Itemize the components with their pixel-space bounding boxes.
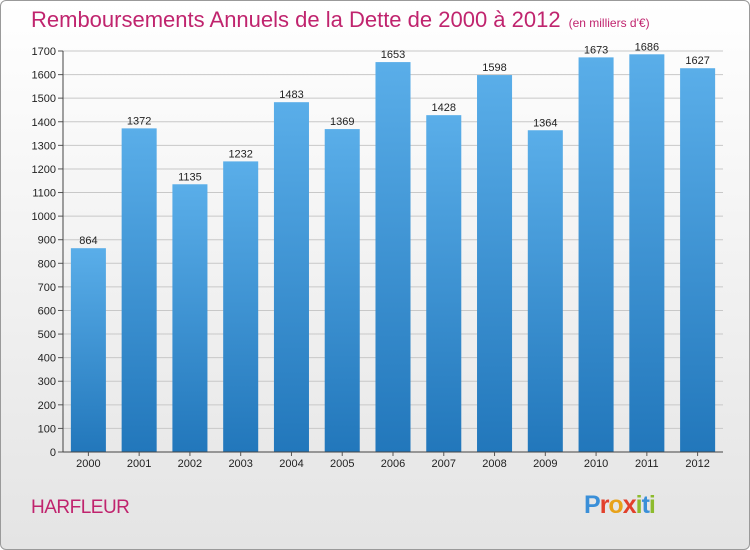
bar-2010	[578, 57, 614, 452]
x-tick-label: 2005	[330, 458, 354, 470]
y-tick-label: 100	[38, 423, 56, 435]
bar-2005	[324, 129, 360, 452]
bar-2004	[273, 102, 309, 453]
y-tick-label: 1100	[32, 188, 56, 200]
bar-2012	[680, 68, 716, 452]
bar-value-label: 1483	[279, 89, 303, 101]
chart-title: Remboursements Annuels de la Dette de 20…	[31, 7, 650, 33]
y-tick-label: 600	[38, 305, 56, 317]
x-tick-label: 2012	[685, 458, 709, 470]
chart-title-text: Remboursements Annuels de la Dette de 20…	[31, 7, 561, 32]
bar-2011	[629, 54, 665, 452]
y-tick-label: 1700	[32, 46, 56, 58]
y-tick-label: 900	[38, 235, 56, 247]
x-tick-label: 2008	[482, 458, 506, 470]
bar-value-label: 1369	[330, 116, 354, 128]
bar-2007	[426, 115, 462, 452]
x-tick-label: 2000	[76, 458, 100, 470]
logo-letter: i	[635, 491, 643, 519]
x-tick-label: 2002	[178, 458, 202, 470]
bar-2006	[375, 62, 411, 452]
bar-value-label: 1653	[381, 49, 405, 61]
y-tick-label: 300	[38, 376, 56, 388]
x-tick-label: 2011	[635, 458, 659, 470]
axis-layer: 0 100 200 300 400 500 600 700 800 900 1000 1100 1200…	[32, 46, 723, 470]
bar-2002	[172, 184, 208, 452]
y-tick-label: 1300	[32, 140, 56, 152]
y-tick-label: 800	[38, 258, 56, 270]
x-tick-label: 2003	[228, 458, 252, 470]
city-name: HARFLEUR	[31, 497, 130, 518]
y-tick-label: 200	[38, 400, 56, 412]
logo-letter: x	[622, 491, 637, 519]
bar-value-label: 1686	[635, 41, 659, 53]
bar-value-label: 1673	[584, 44, 608, 56]
bar-value-label: 1428	[432, 102, 456, 114]
y-tick-label: 1000	[32, 211, 56, 223]
chart-subtitle: (en milliers d'€)	[568, 16, 650, 30]
logo-letter: o	[608, 491, 623, 519]
x-tick-label: 2010	[584, 458, 608, 470]
x-tick-label: 2009	[533, 458, 557, 470]
bar-2000	[70, 248, 106, 452]
bar-value-label: 864	[79, 235, 97, 247]
y-tick-label: 1600	[32, 70, 56, 82]
bar-value-label: 1598	[482, 62, 506, 74]
bar-value-label: 1135	[178, 171, 202, 183]
bar-2003	[223, 161, 259, 452]
logo-letter: P	[584, 491, 601, 519]
y-tick-label: 1500	[32, 93, 56, 105]
bar-2001	[121, 128, 157, 452]
y-tick-label: 1400	[32, 117, 56, 129]
y-tick-label: 400	[38, 353, 56, 365]
bar-2009	[527, 130, 563, 452]
x-tick-label: 2007	[432, 458, 456, 470]
bar-value-label: 1232	[228, 148, 252, 160]
y-tick-label: 700	[38, 282, 56, 294]
logo-letter: i	[648, 491, 656, 519]
y-tick-label: 1200	[32, 164, 56, 176]
bar-value-label: 1372	[127, 115, 151, 127]
logo-letter: r	[599, 491, 610, 519]
y-tick-label: 0	[50, 447, 56, 459]
bar-value-label: 1364	[533, 117, 557, 129]
logo-letter: t	[641, 491, 650, 519]
bar-value-label: 1627	[685, 55, 709, 67]
y-tick-label: 500	[38, 329, 56, 341]
x-tick-label: 2004	[279, 458, 303, 470]
bar-2008	[477, 75, 513, 452]
proxiti-logo: Proxiti	[584, 491, 656, 520]
bar-layer: 864 1372 1135 1232 1483 1369 1653 1428 1598 1364 1…	[70, 41, 716, 453]
x-tick-label: 2001	[127, 458, 151, 470]
x-tick-label: 2006	[381, 458, 405, 470]
